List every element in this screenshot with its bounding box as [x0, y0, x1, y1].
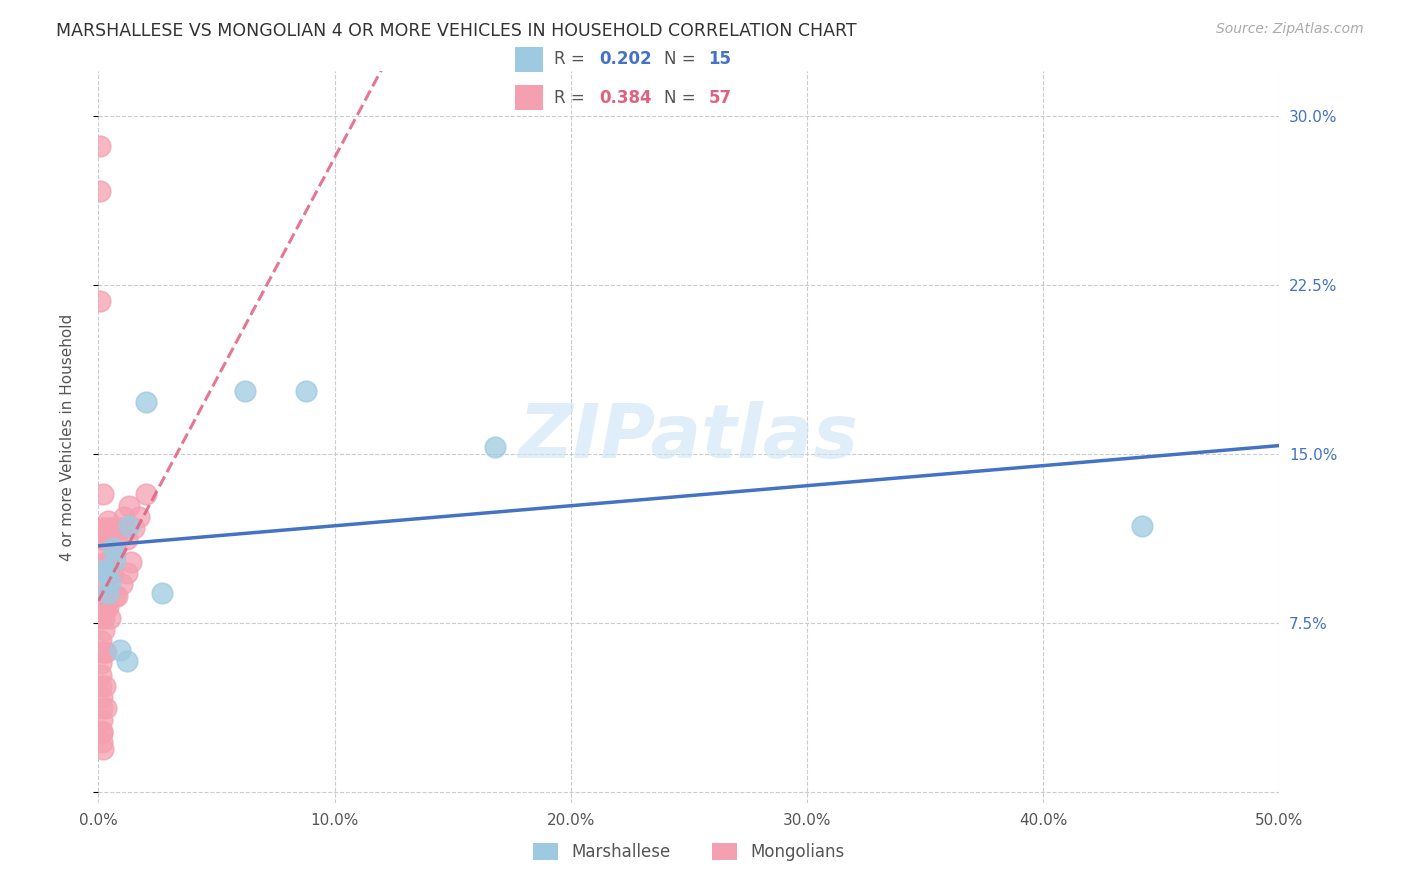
Point — [90, 541, 112, 556]
Point — [118, 499, 141, 513]
Text: 0.202: 0.202 — [599, 51, 651, 69]
Text: N =: N = — [664, 51, 700, 69]
Point — [98, 566, 121, 581]
Point — [295, 384, 318, 398]
Text: Source: ZipAtlas.com: Source: ZipAtlas.com — [1216, 22, 1364, 37]
Text: R =: R = — [554, 88, 591, 106]
Point — [90, 645, 112, 659]
Text: N =: N = — [664, 88, 700, 106]
Point — [91, 713, 114, 727]
FancyBboxPatch shape — [515, 46, 543, 72]
Point — [105, 533, 128, 547]
Point — [111, 521, 134, 535]
Point — [115, 566, 138, 581]
Point — [94, 599, 117, 614]
Point — [93, 599, 115, 614]
Point — [97, 555, 120, 569]
Text: 0.384: 0.384 — [599, 88, 651, 106]
Point — [94, 701, 117, 715]
Legend: Marshallese, Mongolians: Marshallese, Mongolians — [526, 836, 852, 868]
Point — [118, 519, 141, 533]
Point — [1132, 519, 1154, 533]
Point — [104, 589, 127, 603]
Point — [93, 611, 115, 625]
Point — [135, 487, 157, 501]
Point — [91, 741, 114, 756]
Point — [233, 384, 256, 398]
Text: R =: R = — [554, 51, 591, 69]
Point — [90, 667, 112, 681]
FancyBboxPatch shape — [515, 85, 543, 111]
Point — [93, 679, 115, 693]
Point — [98, 611, 121, 625]
Text: 15: 15 — [709, 51, 731, 69]
Point — [89, 184, 111, 198]
Point — [90, 599, 112, 614]
Point — [91, 533, 114, 547]
Point — [111, 577, 134, 591]
Point — [112, 510, 135, 524]
Point — [91, 589, 114, 603]
Point — [115, 533, 138, 547]
Point — [91, 487, 114, 501]
Point — [90, 633, 112, 648]
Point — [91, 723, 114, 738]
Point — [94, 555, 117, 569]
Point — [135, 395, 157, 409]
Text: 57: 57 — [709, 88, 731, 106]
Point — [93, 645, 115, 659]
Point — [90, 679, 112, 693]
Point — [97, 586, 120, 600]
Text: MARSHALLESE VS MONGOLIAN 4 OR MORE VEHICLES IN HOUSEHOLD CORRELATION CHART: MARSHALLESE VS MONGOLIAN 4 OR MORE VEHIC… — [56, 22, 856, 40]
Point — [115, 654, 138, 668]
Point — [104, 543, 127, 558]
Point — [97, 599, 120, 614]
Y-axis label: 4 or more Vehicles in Household: 4 or more Vehicles in Household — [60, 313, 75, 561]
Point — [128, 510, 150, 524]
Point — [89, 293, 111, 308]
Point — [101, 566, 124, 581]
Point — [91, 521, 114, 535]
Point — [484, 440, 506, 454]
Point — [90, 611, 112, 625]
Point — [104, 553, 127, 567]
Point — [89, 138, 111, 153]
Point — [98, 575, 121, 590]
Point — [94, 645, 117, 659]
Point — [90, 533, 112, 547]
Point — [122, 521, 145, 535]
Point — [105, 589, 128, 603]
Point — [91, 690, 114, 704]
Point — [91, 701, 114, 715]
Point — [94, 521, 117, 535]
Text: ZIPatlas: ZIPatlas — [519, 401, 859, 474]
Point — [91, 726, 114, 740]
Point — [94, 564, 117, 578]
Point — [98, 521, 121, 535]
Point — [90, 589, 112, 603]
Point — [121, 555, 143, 569]
Point — [90, 657, 112, 671]
Point — [101, 541, 124, 556]
Point — [97, 515, 120, 529]
Point — [93, 623, 115, 637]
Point — [90, 577, 112, 591]
Point — [150, 586, 173, 600]
Point — [108, 642, 131, 657]
Point — [101, 521, 124, 535]
Point — [91, 564, 114, 578]
Point — [91, 735, 114, 749]
